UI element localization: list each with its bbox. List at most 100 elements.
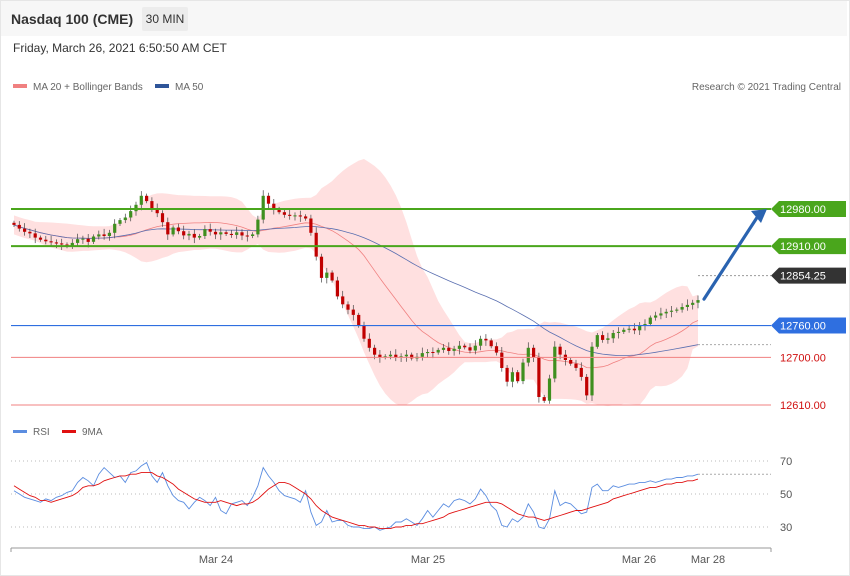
candle-body: [526, 347, 530, 363]
ma50-line: [13, 224, 699, 356]
candle-body: [277, 209, 281, 213]
candle-body: [606, 338, 610, 340]
candle-body: [489, 340, 493, 347]
candle-body: [510, 372, 514, 382]
candle-body: [203, 229, 207, 236]
candle-body: [160, 213, 165, 223]
candle-body: [367, 338, 371, 348]
candle-body: [17, 224, 21, 229]
candle-body: [632, 328, 636, 331]
candle-body: [314, 232, 318, 257]
candle-body: [229, 233, 233, 235]
candle-body: [447, 347, 451, 351]
copyright-label: Research © 2021 Trading Central: [692, 82, 841, 93]
candle-body: [638, 325, 642, 331]
candle-body: [81, 238, 85, 240]
candle-body: [521, 362, 525, 382]
candle-body: [118, 220, 122, 224]
candle-body: [659, 313, 663, 316]
candle-body: [585, 376, 589, 396]
pivot-label-box: [771, 317, 846, 334]
candle-body: [457, 345, 461, 349]
ma50-legend-swatch: [155, 84, 169, 88]
candle-body: [261, 195, 265, 220]
candle-body: [378, 354, 382, 358]
candle-body: [192, 233, 196, 238]
candle-body: [648, 317, 652, 324]
candle-body: [553, 346, 557, 379]
rsi-tick-label: 50: [780, 489, 792, 501]
candle-body: [473, 345, 477, 351]
candle-body: [288, 214, 292, 216]
candle-body: [298, 215, 302, 217]
candle-body: [54, 242, 58, 244]
candle-body: [494, 346, 499, 353]
candle-body: [182, 231, 186, 236]
current-price-label-box: [771, 267, 846, 284]
candle-body: [542, 397, 546, 401]
candle-body: [346, 304, 350, 310]
candle-body: [452, 348, 456, 351]
current-price-label: 12854.25: [780, 271, 826, 283]
rsi-tick-label: 30: [780, 522, 792, 534]
candle-body: [654, 315, 658, 318]
candle-body: [537, 357, 541, 397]
candle-body: [388, 354, 393, 357]
x-tick-label: Mar 25: [411, 554, 445, 566]
candle-body: [463, 345, 467, 348]
candle-body: [272, 203, 276, 209]
candle-body: [171, 227, 175, 235]
candle-body: [664, 311, 668, 314]
candle-body: [680, 307, 684, 310]
candle-body: [696, 300, 700, 303]
candle-body: [579, 367, 583, 377]
ma20-line: [13, 221, 699, 369]
price-panel: [12, 159, 700, 407]
candle-body: [33, 233, 37, 238]
candle-body: [266, 195, 271, 204]
ma20-legend-swatch: [13, 84, 27, 88]
candle-body: [224, 232, 228, 234]
candle-body: [516, 372, 520, 382]
candle-body: [155, 209, 159, 214]
pivot-label: 12760.00: [780, 321, 826, 333]
candle-body: [601, 335, 605, 340]
resistance-label-box: [771, 201, 846, 217]
rsi-ma-line: [13, 472, 699, 530]
candle-body: [675, 309, 679, 311]
rsi-tick-label: 70: [780, 456, 792, 468]
candle-body: [235, 232, 239, 235]
candle-body: [691, 302, 695, 305]
candle-body: [436, 349, 440, 353]
candle-body: [176, 227, 180, 232]
candle-body: [426, 352, 430, 354]
candle-body: [420, 353, 424, 357]
candle-body: [245, 235, 249, 237]
interval-badge[interactable]: 30 MIN: [142, 7, 188, 31]
resistance-label-box: [771, 238, 846, 255]
candle-body: [23, 228, 27, 232]
projection-arrow-head: [751, 209, 767, 223]
candle-body: [256, 219, 260, 235]
candle-body: [309, 218, 313, 233]
x-tick-label: Mar 26: [622, 554, 656, 566]
candle-body: [38, 237, 43, 240]
candle-body: [574, 363, 578, 368]
rsi-line: [13, 461, 699, 531]
candle-body: [97, 234, 101, 237]
candle-body: [373, 347, 377, 355]
candle-body: [616, 331, 621, 333]
candle-body: [44, 239, 48, 242]
candle-body: [532, 347, 536, 358]
candle-body: [70, 242, 74, 247]
x-tick-label: Mar 28: [691, 554, 725, 566]
projection-arrow-shaft: [702, 214, 760, 301]
candle-body: [240, 232, 244, 236]
candle-body: [669, 310, 674, 312]
candle-body: [86, 238, 90, 242]
candle-body: [547, 378, 552, 401]
candle-body: [213, 231, 218, 235]
candle-body: [484, 338, 488, 341]
resistance-label: 12980.00: [780, 204, 826, 216]
